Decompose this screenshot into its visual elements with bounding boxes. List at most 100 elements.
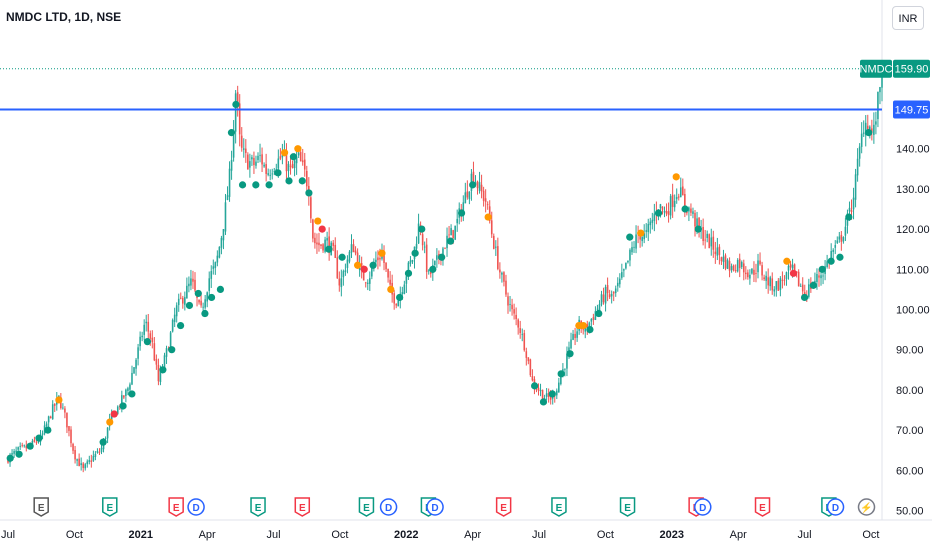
candle-body <box>411 259 414 262</box>
currency-button[interactable]: INR <box>892 6 924 30</box>
candle-body <box>864 122 867 136</box>
candle-body <box>68 426 70 431</box>
candle-body <box>444 248 446 250</box>
candle-body <box>566 353 568 369</box>
signal-dot <box>285 177 293 185</box>
candle-body <box>202 306 204 308</box>
candle-body <box>736 260 739 272</box>
candle-body <box>299 152 302 162</box>
candle-body <box>531 375 534 381</box>
signal-dot <box>548 390 556 398</box>
candle-body <box>726 259 729 269</box>
candle-body <box>159 370 162 382</box>
candle-body <box>698 217 700 228</box>
candle-body <box>318 242 320 246</box>
candle-body <box>543 398 546 399</box>
candle-body <box>818 275 820 278</box>
candle-body <box>490 220 493 235</box>
candle-body <box>495 246 497 248</box>
candle-body <box>90 460 93 462</box>
signal-dot <box>143 338 151 346</box>
candle-body <box>179 297 182 299</box>
candle-body <box>74 450 76 460</box>
earnings-marker <box>358 497 375 517</box>
candle-body <box>560 376 562 385</box>
candle-body <box>755 273 757 274</box>
candle-body <box>501 272 503 275</box>
signal-dot <box>201 309 209 318</box>
candle-body <box>675 196 678 200</box>
event-label: E <box>556 503 563 514</box>
candle-body <box>679 187 682 198</box>
candle-body <box>123 395 125 398</box>
candle-body <box>484 198 487 202</box>
candle-body <box>860 133 863 147</box>
candle-body <box>549 396 552 400</box>
candle-body <box>712 236 715 250</box>
candle-body <box>507 296 509 306</box>
signal-dot <box>579 321 587 330</box>
signal-dot <box>836 253 844 261</box>
candle-body <box>224 202 227 232</box>
candle-body <box>104 438 107 440</box>
candle-body <box>456 218 458 224</box>
candle-body <box>692 211 694 214</box>
candle-body <box>734 270 737 272</box>
candle-body <box>232 130 235 158</box>
candle-body <box>403 284 406 294</box>
candle-body <box>519 328 522 334</box>
candle-body <box>247 154 249 170</box>
candle-body <box>763 277 765 280</box>
candle-body <box>777 280 780 291</box>
candle-body <box>303 159 306 170</box>
candle-body <box>704 239 706 241</box>
event-label: D <box>699 503 706 514</box>
signal-dot <box>566 350 574 358</box>
candle-body <box>789 263 792 268</box>
candle-body <box>125 389 127 396</box>
signal-dot <box>654 209 663 217</box>
x-tick-label: Oct <box>597 529 614 541</box>
signal-dot <box>280 149 289 157</box>
candle-body <box>405 276 408 284</box>
candle-body <box>212 266 215 269</box>
candle-body <box>157 364 160 382</box>
candle-body <box>364 282 367 284</box>
signal-dot <box>216 285 225 293</box>
candle-body <box>751 268 753 274</box>
candle-body <box>592 317 595 320</box>
candle-body <box>429 271 432 274</box>
candle-body <box>94 453 97 457</box>
candle-body <box>121 395 123 408</box>
candle-body <box>328 236 330 254</box>
candle-body <box>826 261 828 267</box>
candle-body <box>602 294 605 303</box>
candle-body <box>222 229 225 241</box>
candle-body <box>314 237 316 244</box>
candle-body <box>677 196 680 198</box>
candle-body <box>761 265 763 276</box>
signal-dot <box>252 181 260 189</box>
earnings-marker <box>250 497 266 517</box>
candle-body <box>230 159 233 171</box>
candle-body <box>521 333 524 335</box>
candle-body <box>66 412 68 428</box>
candle-body <box>753 269 755 275</box>
signal-dot <box>800 293 809 302</box>
event-label: E <box>38 503 45 514</box>
signal-dot <box>338 253 346 261</box>
candle-body <box>265 164 267 174</box>
y-tick-label: 130.00 <box>896 184 930 196</box>
candle-body <box>590 319 593 322</box>
y-tick-label: 70.00 <box>896 425 924 437</box>
candle-body <box>856 158 859 176</box>
candle-body <box>177 298 180 306</box>
candle-body <box>724 255 727 269</box>
candle-body <box>72 443 74 451</box>
signal-dot <box>99 438 107 446</box>
candle-body <box>558 382 560 393</box>
candle-body <box>497 246 499 269</box>
candle-body <box>35 442 38 444</box>
event-label: E <box>624 503 631 514</box>
